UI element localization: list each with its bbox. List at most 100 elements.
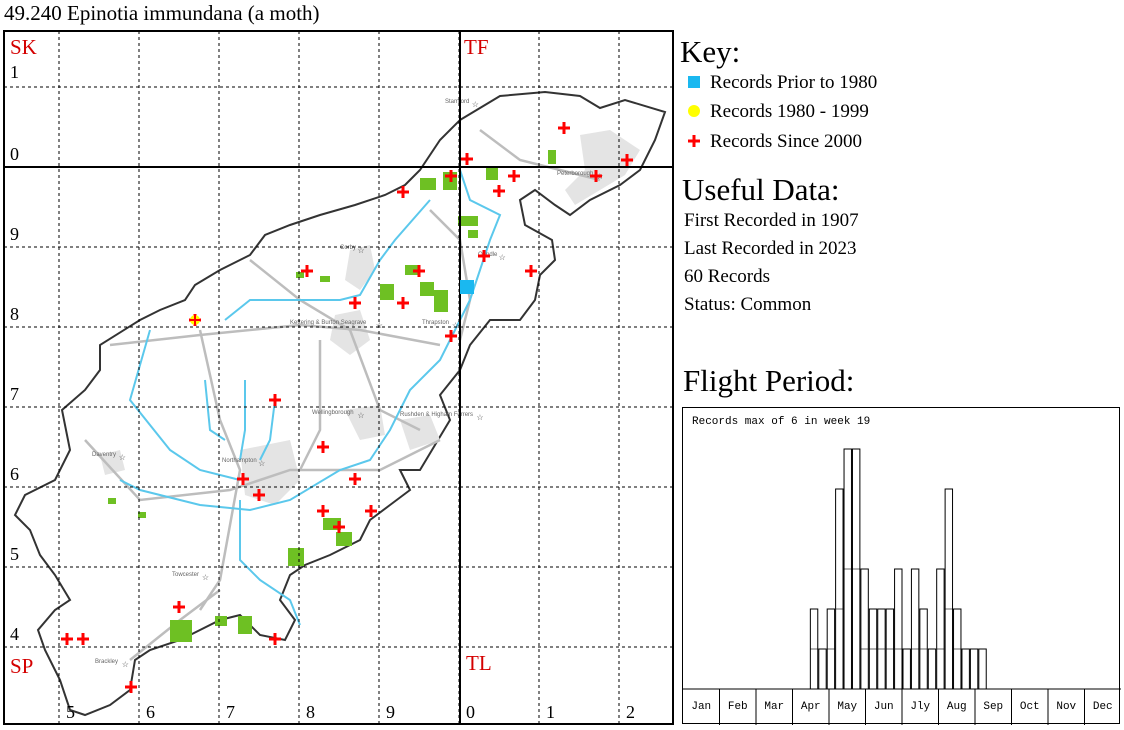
week-bar [860,568,869,690]
record-since-2000 [445,170,457,182]
grid-label-y: 7 [10,384,19,404]
square-label-tl: TL [466,651,492,675]
chart-caption: Records max of 6 in week 19 [692,416,870,428]
record-since-2000 [269,633,281,645]
month-label: Dec [1093,701,1113,713]
month-label: Sep [983,701,1003,713]
svg-text:Wellingborough: Wellingborough [312,410,354,416]
record-since-2000 [333,521,345,533]
town-label: Thrapston ☆ [422,320,459,330]
town-label: Northampton ☆ [222,458,265,468]
svg-text:Kettering & Burton Seagrave: Kettering & Burton Seagrave [290,320,367,326]
first-recorded: First Recorded in 1907 [684,210,859,231]
month-label: Apr [801,701,821,713]
record-since-2000 [478,250,490,262]
grid-label-y: 4 [10,624,19,644]
distribution-map: Stamford☆Peterborough☆Corby☆Oundle☆Kette… [3,30,674,725]
flight-period-chart: Records max of 6 in week 19 Jan Feb Mar Apr… [682,407,1121,725]
month-label: Nov [1056,701,1076,713]
record-since-2000 [61,633,73,645]
grid-label-y: 0 [10,144,19,164]
key-label: Records Prior to 1980 [710,72,878,93]
last-recorded: Last Recorded in 2023 [684,238,857,259]
useful-data-title: Useful Data: [682,172,840,207]
record-since-2000 [558,122,570,134]
record-since-2000 [349,297,361,309]
record-since-2000 [77,633,89,645]
svg-text:☆: ☆ [357,411,364,420]
record-since-2000 [237,473,249,485]
page-title: 49.240 Epinotia immundana (a moth) [4,1,320,25]
square-label-tf: TF [464,35,489,59]
grid-label-y: 1 [10,62,19,82]
month-label: Mar [764,701,784,713]
record-since-2000 [301,265,313,277]
record-prior-1980 [460,280,474,294]
month-label: Feb [728,701,748,713]
week-bar [818,648,827,690]
grid-label-y: 6 [10,464,19,484]
grid-label-x: 0 [466,702,475,722]
record-since-2000 [349,473,361,485]
svg-text:☆: ☆ [476,413,483,422]
svg-text:☆: ☆ [122,660,129,669]
town-label: Corby ☆ [340,245,365,255]
week-bar [944,488,954,690]
woodland [108,150,556,642]
record-since-2000 [173,601,185,613]
svg-text:Brackley: Brackley [95,659,118,665]
record-since-2000 [445,330,457,342]
town-label: Wellingborough ☆ [312,410,365,420]
grid-label-x: 5 [66,702,75,722]
svg-text:Daventry: Daventry [92,452,116,458]
key-label: Records 1980 - 1999 [710,101,869,122]
week-bar [902,648,911,690]
record-since-2000 [253,489,265,501]
status: Status: Common [684,294,812,315]
key-item-since-2000: Records Since 2000 [686,130,862,154]
record-since-2000 [493,185,505,197]
grid-label-x: 9 [386,702,395,722]
key-title: Key: [680,34,741,69]
week-bar [835,488,844,690]
flight-period-title: Flight Period: [683,363,855,398]
record-1980-1999-cross [189,314,201,326]
grid-label-x: 1 [546,702,555,722]
svg-text:Northampton: Northampton [222,458,257,464]
grid-label-y: 5 [10,544,19,564]
week-bar [969,648,979,690]
grid-label-x: 6 [146,702,155,722]
cross-icon [686,131,702,155]
month-label: May [837,701,857,713]
rivers [119,169,502,626]
square-label-sp: SP [10,654,33,678]
svg-text:☆: ☆ [119,453,126,462]
week-bar [961,648,970,690]
town-label: Brackley ☆ [95,659,129,669]
record-since-2000 [269,394,281,406]
month-label: Jly [910,701,930,713]
key-item-prior-1980: Records Prior to 1980 [686,71,877,95]
county-outline [13,90,667,717]
town-label: Daventry ☆ [92,452,126,462]
record-since-2000 [621,154,633,166]
svg-text:Stamford: Stamford [445,99,469,105]
week-bar [910,568,920,690]
svg-text:☆: ☆ [499,253,506,262]
record-since-2000 [397,297,409,309]
week-bar [927,648,937,690]
svg-text:☆: ☆ [472,100,479,109]
town-label: Rushden & Higham Ferrers ☆ [400,412,484,422]
record-markers [61,122,633,693]
key-label: Records Since 2000 [710,131,862,152]
svg-text:Rushden & Higham Ferrers: Rushden & Higham Ferrers [400,412,473,418]
circle-icon [686,101,702,125]
month-label: Jun [874,701,894,713]
roads [84,129,601,661]
square-boundaries [3,30,674,725]
svg-text:☆: ☆ [202,573,209,582]
key-item-1980-1999: Records 1980 - 1999 [686,100,869,124]
record-since-2000 [125,681,137,693]
record-since-2000 [317,441,329,453]
grid-label-y: 9 [10,224,19,244]
